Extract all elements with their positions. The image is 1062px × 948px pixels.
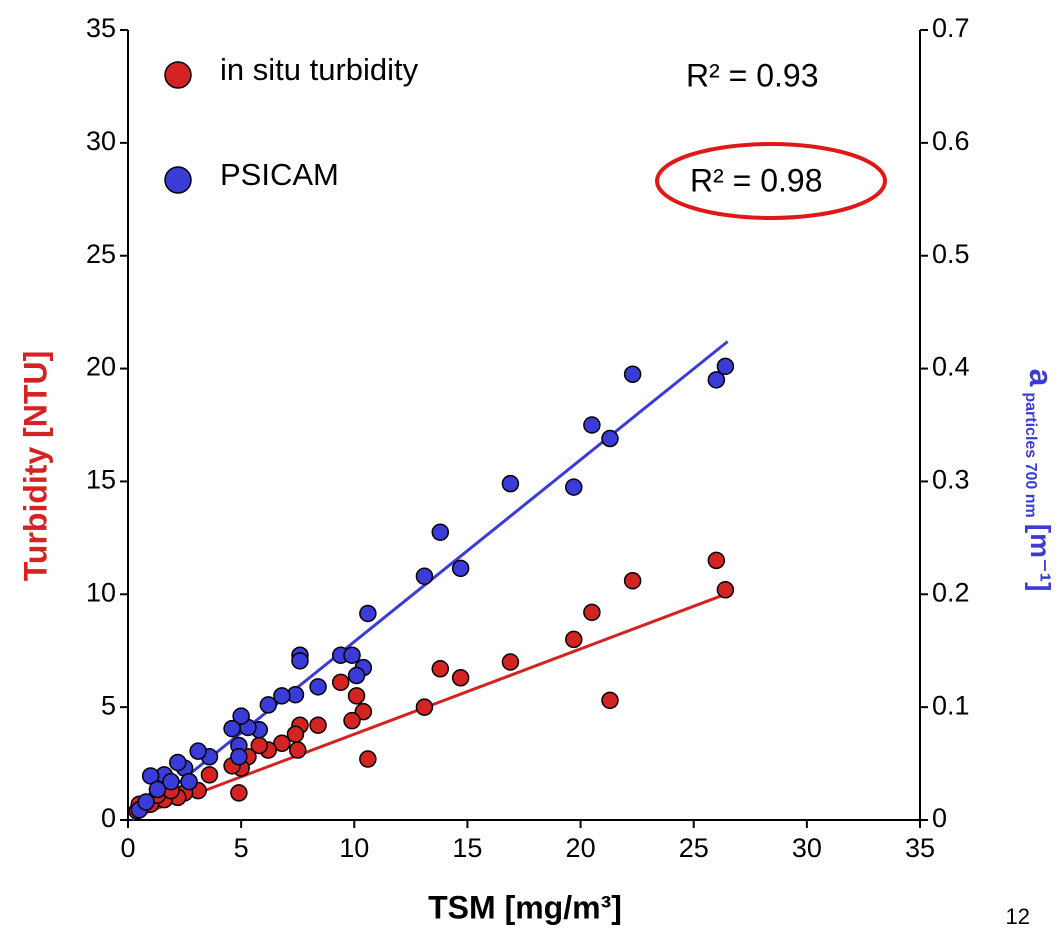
data-point	[707, 371, 726, 389]
data-point	[707, 551, 726, 570]
x-tick-label: 5	[234, 833, 249, 863]
data-point	[273, 687, 291, 705]
data-point	[230, 784, 248, 802]
data-point	[359, 750, 377, 768]
y-axis-label: Turbidity [NTU]	[17, 351, 53, 581]
y2-axis-label-part: particles 700 nm	[1022, 392, 1039, 517]
data-point	[223, 719, 241, 738]
x-tick-label: 10	[339, 833, 369, 863]
legend-label: in situ turbidity	[220, 52, 419, 87]
x-axis-label: TSM [mg/m³]	[428, 889, 622, 925]
y2-axis-label-part: [m⁻¹]	[1025, 524, 1056, 592]
y-tick-label: 5	[101, 690, 116, 720]
annotation: R² = 0.98	[690, 162, 823, 198]
y2-tick-label: 0.5	[932, 239, 970, 269]
y-tick-label: 10	[86, 577, 116, 607]
data-point	[347, 666, 366, 685]
data-point	[431, 660, 450, 678]
data-point	[359, 604, 377, 623]
data-point	[200, 766, 219, 784]
data-point	[291, 652, 309, 670]
y-tick-label: 25	[86, 239, 116, 269]
x-tick-label: 20	[566, 833, 596, 863]
data-point	[309, 716, 327, 734]
data-point	[601, 691, 619, 710]
legend-label: PSICAM	[220, 157, 339, 192]
data-point	[288, 741, 307, 759]
data-point	[343, 711, 361, 730]
data-point	[601, 429, 619, 448]
y2-tick-label: 0.6	[932, 126, 970, 156]
data-point	[431, 523, 450, 541]
data-point	[451, 669, 470, 687]
data-point	[716, 357, 735, 376]
y2-axis-label-part: a	[1023, 369, 1059, 387]
y2-axis-label: a particles 700 nm [m⁻¹]	[1022, 369, 1059, 592]
y-tick-label: 35	[86, 13, 116, 43]
y-tick-label: 0	[101, 803, 116, 833]
data-point	[169, 753, 187, 772]
data-point	[259, 696, 278, 714]
data-point	[583, 603, 601, 622]
data-point	[309, 678, 327, 696]
data-point	[230, 748, 248, 766]
highlight-ellipse	[655, 142, 887, 220]
data-point	[501, 653, 520, 671]
data-point	[273, 734, 291, 753]
page-number: 12	[1006, 904, 1030, 929]
data-point	[148, 780, 167, 799]
data-point	[565, 478, 583, 496]
data-point	[347, 687, 366, 705]
data-point	[565, 630, 583, 649]
y-tick-label: 30	[86, 126, 116, 156]
legend-marker	[164, 61, 192, 89]
data-point	[583, 416, 601, 434]
x-tick-label: 0	[120, 833, 135, 863]
data-point	[623, 365, 642, 383]
y2-tick-label: 0.4	[932, 352, 970, 382]
data-point	[232, 707, 250, 725]
y2-tick-label: 0.2	[932, 577, 970, 607]
legend-marker	[164, 166, 192, 194]
data-point	[354, 702, 373, 721]
data-point	[331, 673, 350, 692]
data-point	[451, 559, 470, 578]
y2-tick-label: 0.3	[932, 465, 970, 495]
annotation: R² = 0.93	[686, 57, 819, 93]
data-point	[189, 742, 207, 760]
x-tick-label: 15	[452, 833, 482, 863]
data-point	[623, 571, 642, 590]
y-tick-label: 20	[86, 352, 116, 382]
y2-tick-label: 0.7	[932, 13, 970, 43]
data-point	[501, 474, 520, 493]
data-point	[141, 767, 160, 785]
data-point	[415, 698, 434, 716]
data-point	[180, 772, 198, 791]
data-point	[137, 793, 155, 811]
data-point	[415, 567, 434, 585]
data-point	[162, 772, 180, 791]
x-tick-label: 25	[679, 833, 709, 863]
y2-tick-label: 0.1	[932, 690, 970, 720]
data-point	[343, 646, 361, 664]
y2-tick-label: 0	[932, 803, 947, 833]
x-tick-label: 30	[792, 833, 822, 863]
y-tick-label: 15	[86, 465, 116, 495]
x-tick-label: 35	[905, 833, 935, 863]
data-point	[716, 581, 735, 599]
